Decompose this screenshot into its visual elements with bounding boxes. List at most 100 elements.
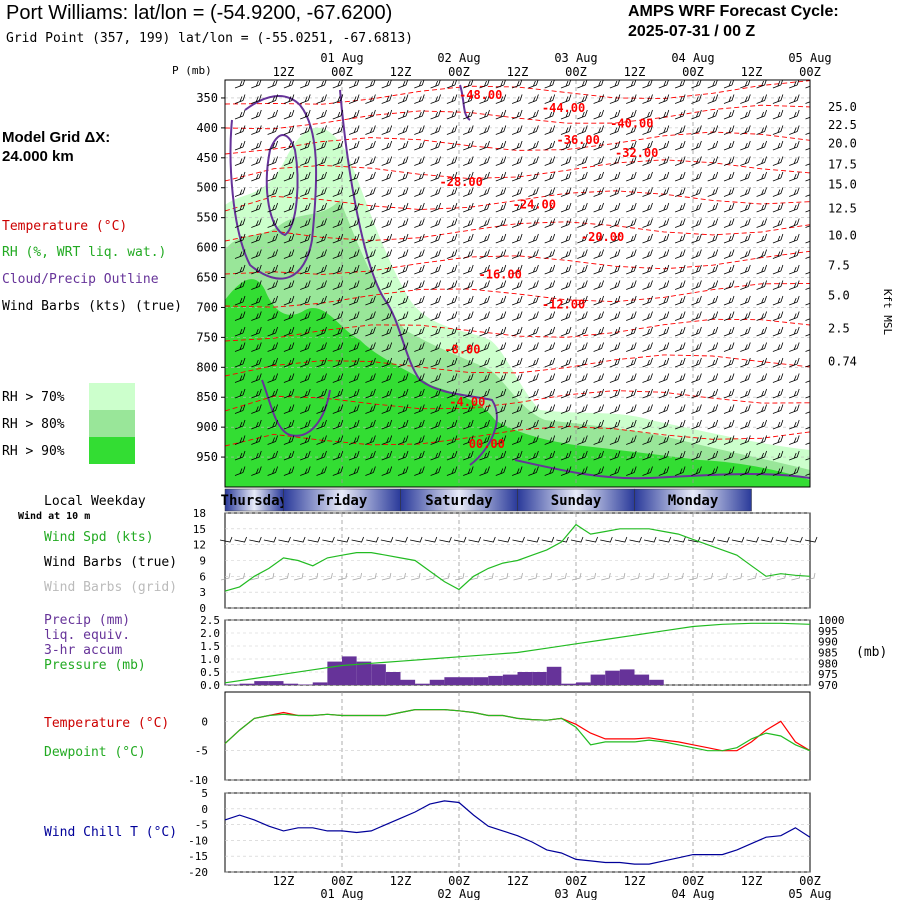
wind-barb bbox=[674, 450, 686, 461]
wind-barb bbox=[414, 218, 425, 228]
wind-barb bbox=[300, 94, 311, 104]
wind-barb bbox=[511, 311, 523, 321]
wind-barb bbox=[300, 419, 311, 430]
wind-tick-label: 15 bbox=[193, 523, 206, 536]
wind-barb bbox=[414, 419, 425, 430]
wind-barb bbox=[251, 311, 262, 321]
wind-barb bbox=[234, 435, 246, 445]
wind-barb bbox=[365, 404, 376, 414]
wind-barb-true bbox=[556, 536, 569, 543]
wind-barb bbox=[300, 202, 311, 213]
wind-barb bbox=[267, 466, 278, 476]
wind-barb bbox=[300, 342, 311, 352]
wind-barb bbox=[560, 264, 572, 275]
wind-barb-true bbox=[468, 536, 481, 543]
wind-barb bbox=[609, 264, 621, 275]
wind-barb bbox=[674, 311, 686, 321]
isotherm-label: -8.00 bbox=[444, 342, 480, 356]
wind-barb bbox=[365, 187, 376, 197]
wind-barb bbox=[316, 295, 327, 306]
isotherm-label: -4.00 bbox=[449, 395, 485, 409]
wind-barb bbox=[381, 450, 393, 461]
rh-legend-rh70: RH > 70% bbox=[2, 390, 65, 405]
wind-barb bbox=[495, 140, 507, 151]
wind-barb bbox=[463, 187, 474, 197]
wind-barb bbox=[544, 125, 556, 135]
wind-barb bbox=[528, 280, 539, 290]
wind-barb bbox=[300, 404, 311, 414]
wind-barb bbox=[609, 295, 621, 306]
wind-barb bbox=[560, 94, 572, 104]
wind-barb bbox=[397, 311, 409, 321]
wind-barb bbox=[446, 171, 458, 182]
wind-barb bbox=[560, 125, 572, 135]
wind-barb bbox=[609, 187, 621, 197]
wind-barb bbox=[251, 94, 262, 104]
wind-barb bbox=[381, 187, 393, 197]
wind-barb bbox=[463, 357, 474, 368]
wind-barb bbox=[495, 419, 507, 430]
wind-barb bbox=[479, 450, 490, 461]
wind-barb bbox=[577, 466, 588, 476]
wind-barb bbox=[381, 404, 393, 414]
precip-bar bbox=[298, 684, 313, 685]
wind-barb bbox=[577, 109, 588, 120]
wind-barb bbox=[479, 171, 490, 182]
wind-barb bbox=[789, 295, 800, 306]
wind-barb bbox=[691, 109, 702, 120]
wind-barb bbox=[609, 202, 621, 213]
wind-barb bbox=[577, 140, 588, 151]
pressure-tick-label: 800 bbox=[196, 360, 218, 374]
precip-bar bbox=[502, 674, 518, 685]
wind-barb bbox=[609, 342, 621, 352]
wind-barb bbox=[300, 140, 311, 151]
wind-barb bbox=[332, 202, 344, 213]
wind-barb bbox=[707, 280, 719, 290]
wind-barb bbox=[772, 295, 784, 306]
wind-barb bbox=[251, 373, 262, 383]
wind-barb bbox=[414, 435, 425, 445]
wind-barb bbox=[593, 187, 604, 197]
wind-barb bbox=[658, 373, 670, 383]
wind-barb bbox=[789, 357, 800, 368]
wind-barb bbox=[316, 187, 327, 197]
isotherm bbox=[225, 354, 810, 377]
wind-barb-grid bbox=[323, 572, 333, 581]
wind-barb bbox=[723, 233, 735, 244]
wind-barb-grid bbox=[396, 572, 406, 581]
wind-barb bbox=[495, 233, 507, 244]
wind-barb bbox=[234, 171, 246, 182]
wind-barb bbox=[251, 388, 262, 399]
wind-barb bbox=[560, 218, 572, 228]
wind-barb bbox=[674, 94, 686, 104]
wind-barb-true bbox=[453, 536, 467, 543]
wind-barb bbox=[414, 450, 425, 461]
wind-barb bbox=[446, 280, 458, 290]
wind-barb bbox=[560, 187, 572, 197]
wind-barb bbox=[723, 249, 735, 259]
wind-barb bbox=[316, 80, 327, 89]
wind-barb bbox=[593, 109, 604, 120]
wind-barb bbox=[479, 125, 490, 135]
wind-barb bbox=[642, 249, 653, 259]
wind-barb bbox=[609, 233, 621, 244]
wind-barb bbox=[283, 326, 295, 337]
precip-tick-label: 1.5 bbox=[200, 640, 220, 653]
wind-barb bbox=[381, 80, 392, 89]
wind-barb bbox=[756, 233, 767, 244]
wind-barb bbox=[397, 326, 409, 337]
top-hour-label: 00Z bbox=[448, 65, 470, 79]
wind-barb-grid bbox=[571, 572, 582, 581]
wind-barb bbox=[234, 218, 246, 228]
wind-barb bbox=[740, 373, 751, 383]
wind-barb bbox=[430, 373, 441, 383]
wind-barb bbox=[446, 156, 458, 166]
wind-barb-grid bbox=[791, 572, 801, 581]
pressure-axis-unit: (mb) bbox=[856, 645, 887, 660]
wind-barb-true bbox=[804, 536, 818, 543]
wind-barb bbox=[381, 466, 393, 476]
wind-barb bbox=[658, 280, 670, 290]
top-hour-label: 12Z bbox=[273, 65, 295, 79]
wind-barb bbox=[756, 435, 767, 445]
wind-barb-grid bbox=[586, 572, 596, 581]
